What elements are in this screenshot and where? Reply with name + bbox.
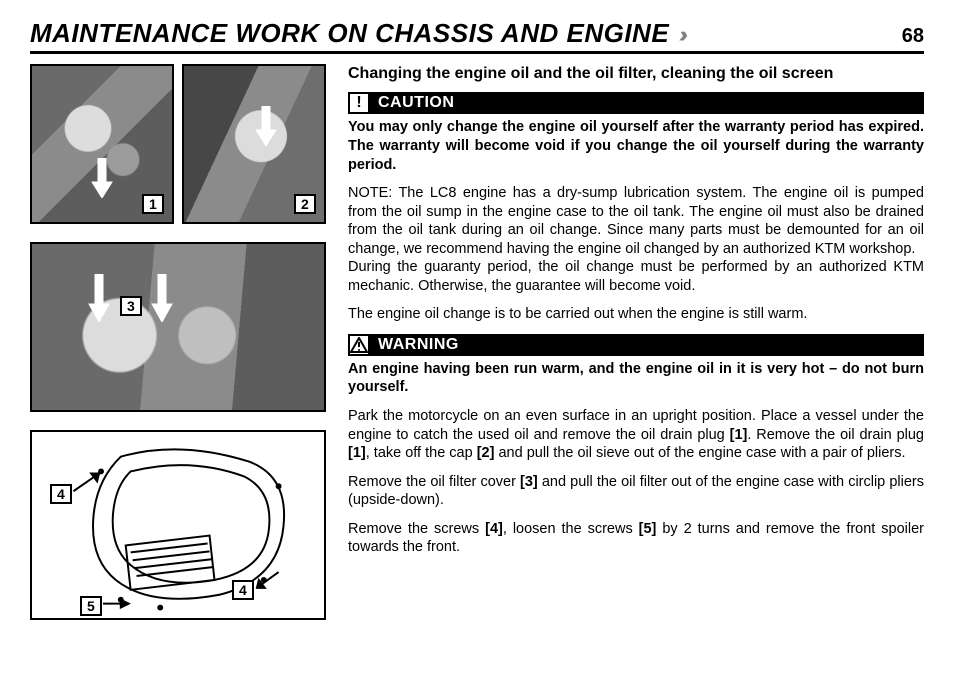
page-number: 68 <box>902 25 924 48</box>
warning-banner: WARNING <box>348 334 924 356</box>
figure-1: 1 <box>30 64 174 224</box>
page-title: MAINTENANCE WORK ON CHASSIS AND ENGINE <box>30 18 669 49</box>
callout-3: 3 <box>120 296 142 316</box>
warning-body: An engine having been run warm, and the … <box>348 360 924 397</box>
figure-4-5: 4 4 5 <box>30 430 326 620</box>
figure-2: 2 <box>182 64 326 224</box>
callout-1: 1 <box>142 194 164 214</box>
figure-3: 3 <box>30 242 326 412</box>
text-column: Changing the engine oil and the oil filt… <box>348 64 924 620</box>
callout-4a: 4 <box>50 484 72 504</box>
section-subtitle: Changing the engine oil and the oil filt… <box>348 64 924 84</box>
caution-body: You may only change the engine oil yours… <box>348 118 924 174</box>
caution-icon: ! <box>348 92 370 114</box>
step-3: Remove the screws [4], loosen the screws… <box>348 520 924 557</box>
warning-label: WARNING <box>370 335 459 355</box>
note-paragraph: NOTE: The LC8 engine has a dry-sump lubr… <box>348 184 924 295</box>
caution-banner: ! CAUTION <box>348 92 924 114</box>
page-header: MAINTENANCE WORK ON CHASSIS AND ENGINE ›… <box>30 18 924 54</box>
step-2: Remove the oil filter cover [3] and pull… <box>348 473 924 510</box>
warm-paragraph: The engine oil change is to be carried o… <box>348 305 924 324</box>
callout-5: 5 <box>80 596 102 616</box>
caution-label: CAUTION <box>370 93 454 113</box>
figure-column: 1 2 3 <box>30 64 330 620</box>
callout-2: 2 <box>294 194 316 214</box>
chevron-icon: ›› <box>679 22 682 48</box>
warning-icon <box>348 334 370 356</box>
step-1: Park the motorcycle on an even surface i… <box>348 407 924 463</box>
callout-4b: 4 <box>232 580 254 600</box>
